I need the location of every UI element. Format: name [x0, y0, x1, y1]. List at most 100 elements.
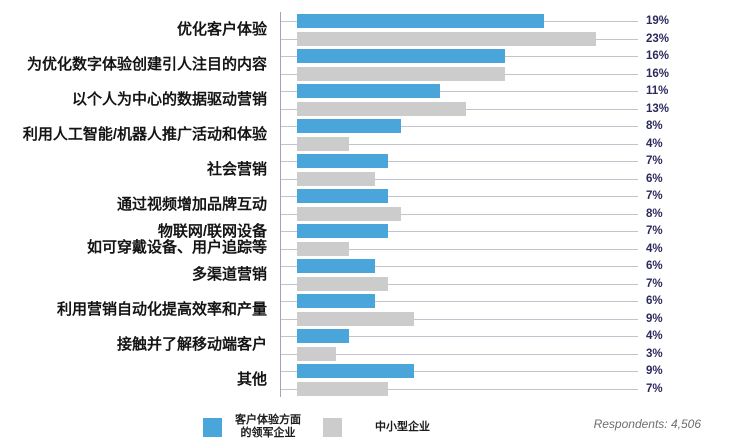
bar-track-smb: 8% [281, 206, 730, 221]
value-label-leaders: 9% [646, 364, 663, 377]
bar-track-smb: 4% [281, 136, 730, 151]
bar-track-smb: 23% [281, 31, 730, 46]
value-label-leaders: 4% [646, 329, 663, 342]
legend-swatch-leaders [203, 417, 222, 437]
value-label-leaders: 7% [646, 224, 663, 237]
leader-line [281, 335, 638, 337]
bar-smb [297, 206, 401, 221]
value-label-smb: 16% [646, 67, 670, 80]
value-label-smb: 6% [646, 172, 663, 185]
bar-cx-leaders [297, 363, 414, 378]
bar-cx-leaders [297, 118, 401, 133]
value-label-smb: 13% [646, 102, 670, 115]
category-row: 接触并了解移动端客户 4% 3% [0, 327, 730, 362]
category-row: 为优化数字体验创建引人注目的内容 16% 16% [0, 47, 730, 82]
category-label: 多渠道营销 [191, 265, 267, 283]
bar-track-leaders: 8% [281, 118, 730, 133]
bar-pair: 19% 23% [280, 12, 730, 47]
category-row: 多渠道营销 6% 7% [0, 257, 730, 292]
bar-smb [297, 241, 349, 256]
bar-pair: 6% 7% [280, 257, 730, 292]
leader-line [281, 90, 638, 92]
category-label: 接触并了解移动端客户 [116, 335, 267, 353]
bar-smb [297, 31, 596, 46]
bar-track-leaders: 4% [281, 328, 730, 343]
category-row: 利用人工智能/机器人推广活动和体验 8% 4% [0, 117, 730, 152]
value-label-smb: 23% [646, 32, 670, 45]
bar-track-leaders: 6% [281, 258, 730, 273]
bar-pair: 8% 4% [280, 117, 730, 152]
bar-track-leaders: 7% [281, 223, 730, 238]
bar-track-leaders: 9% [281, 363, 730, 378]
category-row: 其他 9% 7% [0, 362, 730, 397]
value-label-leaders: 11% [646, 84, 669, 97]
bar-pair: 11% 13% [280, 82, 730, 117]
leader-line [281, 300, 638, 302]
bar-track-leaders: 19% [281, 13, 730, 28]
bar-track-leaders: 7% [281, 188, 730, 203]
bar-pair: 9% 7% [280, 362, 730, 397]
bar-cx-leaders [297, 153, 388, 168]
legend-swatch-smb [323, 417, 342, 437]
value-label-leaders: 6% [646, 294, 663, 307]
category-label: 利用人工智能/机器人推广活动和体验 [22, 125, 267, 143]
value-label-smb: 8% [646, 207, 663, 220]
category-label: 利用营销自动化提高效率和产量 [56, 300, 267, 318]
value-label-smb: 7% [646, 382, 663, 395]
respondents-note: Respondents: 4,506 [593, 417, 701, 431]
bar-smb [297, 311, 414, 326]
category-label: 为优化数字体验创建引人注目的内容 [26, 55, 267, 73]
bar-smb [297, 276, 388, 291]
value-label-leaders: 19% [646, 14, 670, 27]
legend-label-leaders: 客户体验方面 的领军企业 [235, 414, 301, 439]
bar-track-smb: 4% [281, 241, 730, 256]
leader-line [281, 143, 638, 145]
value-label-smb: 4% [646, 137, 663, 150]
value-label-smb: 9% [646, 312, 663, 325]
bar-cx-leaders [297, 13, 544, 28]
bar-track-leaders: 16% [281, 48, 730, 63]
bar-track-leaders: 11% [281, 83, 730, 98]
leader-line [281, 213, 638, 215]
bar-pair: 16% 16% [280, 47, 730, 82]
category-row: 以个人为中心的数据驱动营销 11% 13% [0, 82, 730, 117]
bar-track-smb: 16% [281, 66, 730, 81]
value-label-leaders: 16% [646, 49, 670, 62]
bar-pair: 7% 8% [280, 187, 730, 222]
bar-smb [297, 136, 349, 151]
bar-smb [297, 66, 505, 81]
category-row: 通过视频增加品牌互动 7% 8% [0, 187, 730, 222]
category-row: 物联网/联网设备 如可穿戴设备、用户追踪等 7% 4% [0, 222, 730, 257]
category-label: 优化客户体验 [176, 20, 267, 38]
leader-line [281, 353, 638, 355]
value-label-leaders: 7% [646, 189, 663, 202]
legend-label-smb: 中小型企业 [375, 420, 430, 433]
bar-pair: 4% 3% [280, 327, 730, 362]
bar-smb [297, 171, 375, 186]
leader-line [281, 195, 638, 197]
bar-smb [297, 381, 388, 396]
bar-track-leaders: 6% [281, 293, 730, 308]
bar-cx-leaders [297, 188, 388, 203]
bar-track-leaders: 7% [281, 153, 730, 168]
bar-track-smb: 7% [281, 381, 730, 396]
bar-pair: 7% 6% [280, 152, 730, 187]
bar-smb [297, 346, 336, 361]
leader-line [281, 160, 638, 162]
leader-line [281, 318, 638, 320]
leader-line [281, 283, 638, 285]
category-row: 社会营销 7% 6% [0, 152, 730, 187]
category-label: 通过视频增加品牌互动 [116, 195, 267, 213]
bar-track-smb: 6% [281, 171, 730, 186]
category-row: 优化客户体验 19% 23% [0, 12, 730, 47]
category-label: 物联网/联网设备 如可穿戴设备、用户追踪等 [86, 222, 267, 256]
bar-cx-leaders [297, 293, 375, 308]
bar-pair: 7% 4% [280, 222, 730, 257]
value-label-smb: 7% [646, 277, 663, 290]
category-row: 利用营销自动化提高效率和产量 6% 9% [0, 292, 730, 327]
value-label-leaders: 8% [646, 119, 663, 132]
bar-track-smb: 7% [281, 276, 730, 291]
bar-cx-leaders [297, 223, 388, 238]
value-label-leaders: 6% [646, 259, 663, 272]
